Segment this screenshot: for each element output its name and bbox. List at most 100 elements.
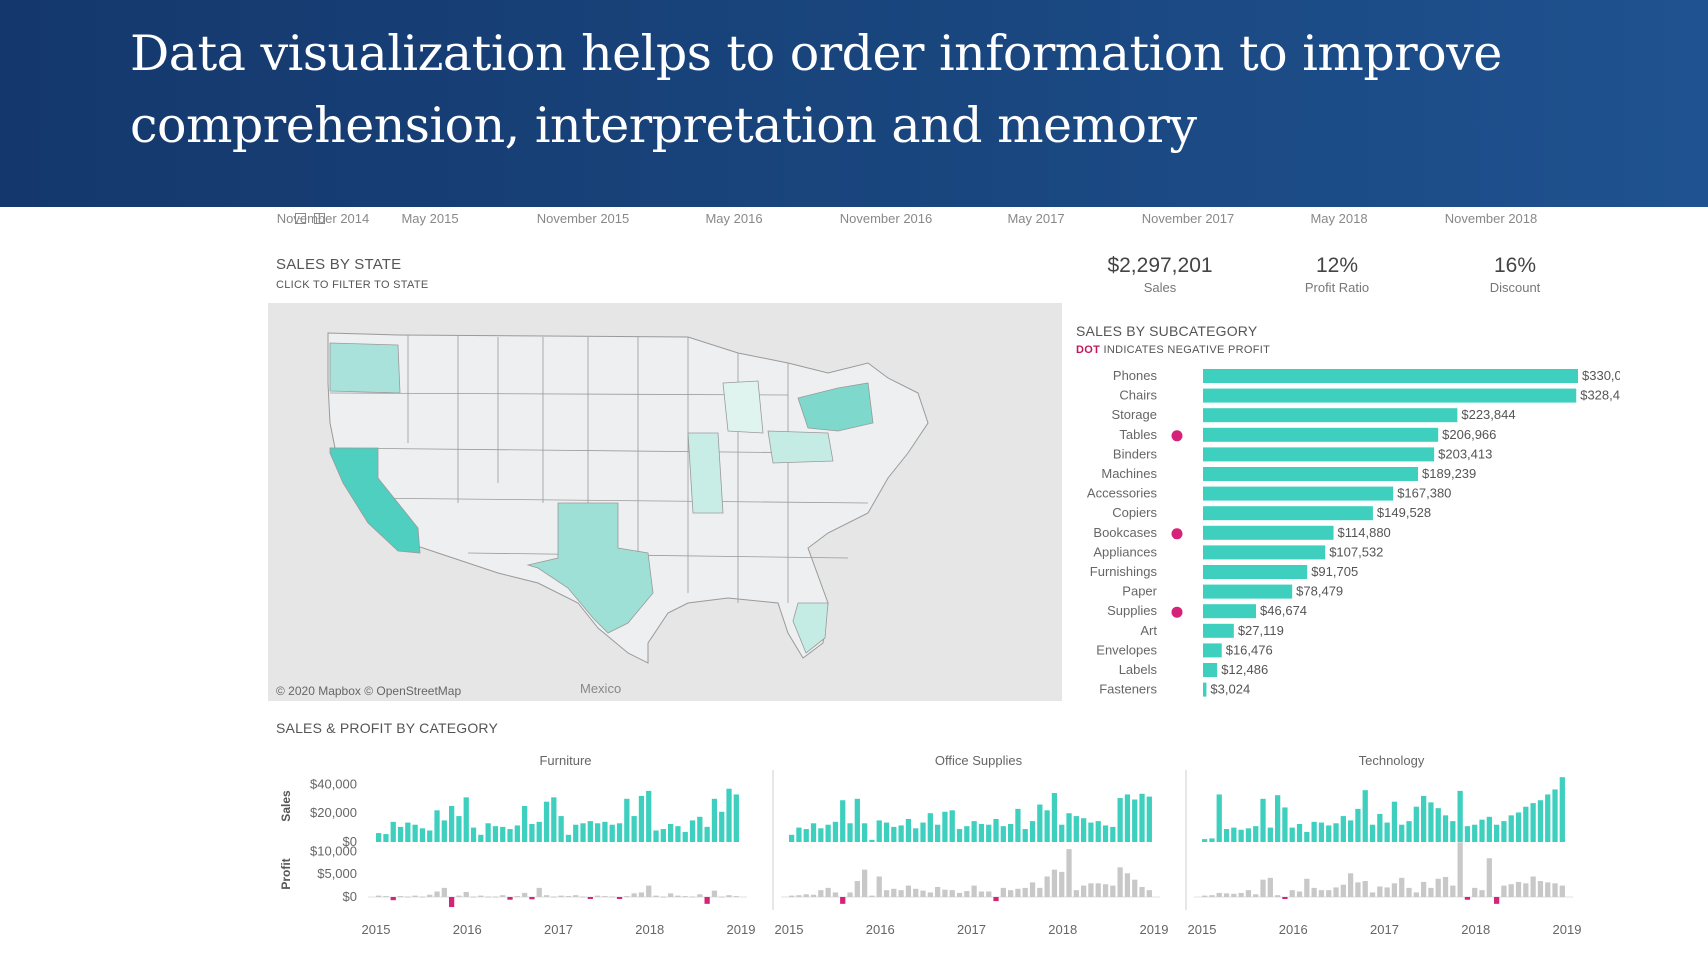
sales-profit-by-category-chart[interactable]: SalesProfit$40,000$20,000$0$10,000$5,000… — [260, 740, 1620, 950]
subcategory-bar[interactable] — [1203, 643, 1222, 658]
profit-bar[interactable] — [1051, 869, 1058, 897]
sales-by-state-map[interactable] — [268, 303, 1062, 701]
subcategory-bar[interactable] — [1203, 506, 1373, 521]
profit-bar[interactable] — [1132, 879, 1138, 897]
sales-bar[interactable] — [986, 824, 992, 842]
us-map-svg[interactable] — [268, 303, 1062, 701]
profit-bar[interactable] — [847, 892, 853, 897]
profit-bar[interactable] — [1340, 884, 1346, 897]
subcategory-bar[interactable] — [1203, 467, 1419, 481]
subcategory-bar[interactable] — [1203, 427, 1439, 442]
profit-bar[interactable] — [543, 895, 550, 897]
profit-bar[interactable] — [660, 896, 666, 898]
sales-bar[interactable] — [1117, 798, 1123, 842]
sales-bar[interactable] — [682, 831, 688, 842]
profit-bar[interactable] — [478, 895, 484, 897]
profit-bar[interactable] — [1209, 895, 1215, 897]
profit-bar[interactable] — [711, 890, 718, 897]
sales-bar[interactable] — [522, 806, 528, 842]
state-michigan[interactable] — [722, 380, 764, 434]
profit-bar[interactable] — [1029, 882, 1036, 897]
profit-bar[interactable] — [1000, 887, 1006, 897]
profit-bar[interactable] — [1413, 892, 1419, 897]
profit-bar[interactable] — [891, 888, 897, 897]
profit-bar[interactable] — [1146, 890, 1152, 897]
sales-bar[interactable] — [1008, 824, 1014, 842]
sales-bar[interactable] — [1391, 801, 1398, 842]
sales-bar[interactable] — [1369, 824, 1376, 842]
profit-bar[interactable] — [1486, 858, 1492, 897]
sales-bar[interactable] — [558, 816, 564, 842]
subcategory-bar[interactable] — [1203, 545, 1326, 560]
sales-bar[interactable] — [993, 818, 999, 842]
sales-bar[interactable] — [1015, 808, 1021, 842]
profit-bar[interactable] — [1428, 887, 1434, 897]
profit-bar[interactable] — [854, 881, 860, 897]
profit-bar[interactable] — [514, 896, 520, 898]
subcategory-bar[interactable] — [1203, 369, 1578, 383]
profit-bar[interactable] — [1479, 890, 1485, 897]
sales-bar[interactable] — [449, 806, 455, 842]
profit-bar[interactable] — [697, 894, 703, 897]
profit-bar[interactable] — [653, 895, 659, 897]
sales-bar[interactable] — [1231, 827, 1237, 842]
sales-bar[interactable] — [1399, 824, 1405, 842]
sales-bar[interactable] — [935, 824, 941, 842]
sales-bar[interactable] — [1296, 824, 1303, 842]
sales-bar[interactable] — [660, 829, 666, 842]
profit-bar[interactable] — [986, 891, 992, 897]
sales-bar[interactable] — [1037, 804, 1043, 842]
sales-bar[interactable] — [1081, 818, 1087, 842]
sales-bar[interactable] — [646, 790, 652, 842]
profit-bar[interactable] — [942, 889, 948, 897]
sales-bar[interactable] — [383, 834, 389, 842]
profit-bar[interactable] — [631, 893, 637, 897]
sales-bar[interactable] — [1029, 821, 1036, 842]
subcategory-bar[interactable] — [1203, 408, 1458, 423]
profit-bar[interactable] — [803, 894, 809, 897]
sales-bar[interactable] — [631, 816, 637, 842]
sales-bar[interactable] — [1132, 799, 1138, 842]
profit-bar[interactable] — [689, 896, 696, 898]
sales-bar[interactable] — [1051, 793, 1058, 842]
sales-bar[interactable] — [1318, 822, 1325, 842]
sales-bar[interactable] — [624, 798, 630, 842]
profit-bar[interactable] — [682, 896, 688, 898]
profit-bar[interactable] — [1326, 890, 1332, 897]
profit-bar[interactable] — [913, 888, 919, 897]
profit-bar[interactable] — [595, 895, 601, 897]
sales-bar[interactable] — [653, 830, 659, 842]
sales-bar[interactable] — [1515, 812, 1522, 842]
state-texas[interactable] — [526, 502, 654, 634]
profit-bar[interactable] — [825, 887, 831, 897]
sales-bar[interactable] — [1559, 777, 1565, 842]
sales-bar[interactable] — [1421, 795, 1427, 842]
subcategory-bar[interactable] — [1203, 565, 1308, 579]
sales-bar[interactable] — [1501, 821, 1507, 842]
sales-bar[interactable] — [441, 820, 447, 842]
profit-bar[interactable] — [551, 896, 557, 898]
sales-bar[interactable] — [456, 816, 462, 842]
profit-bar[interactable] — [565, 896, 572, 898]
profit-bar[interactable] — [898, 890, 904, 897]
profit-bar[interactable] — [1552, 883, 1558, 897]
sales-bar[interactable] — [551, 797, 557, 842]
sales-bar[interactable] — [1377, 813, 1383, 842]
sales-bar[interactable] — [1340, 816, 1346, 842]
profit-bar[interactable] — [818, 890, 824, 897]
sales-bar[interactable] — [1472, 824, 1478, 842]
sales-bar[interactable] — [638, 795, 645, 842]
sales-bar[interactable] — [507, 829, 513, 842]
profit-bar[interactable] — [558, 895, 564, 897]
profit-bar[interactable] — [1377, 886, 1383, 897]
sales-bar[interactable] — [1073, 816, 1079, 842]
profit-bar[interactable] — [1102, 884, 1109, 897]
profit-bar[interactable] — [638, 892, 645, 897]
profit-bar-negative[interactable] — [1494, 897, 1500, 904]
sales-bar[interactable] — [427, 830, 433, 842]
subcategory-bar[interactable] — [1203, 604, 1257, 619]
state-florida[interactable] — [792, 602, 829, 654]
profit-bar[interactable] — [883, 890, 890, 897]
profit-bar[interactable] — [1442, 876, 1449, 897]
profit-bar[interactable] — [1384, 887, 1390, 897]
